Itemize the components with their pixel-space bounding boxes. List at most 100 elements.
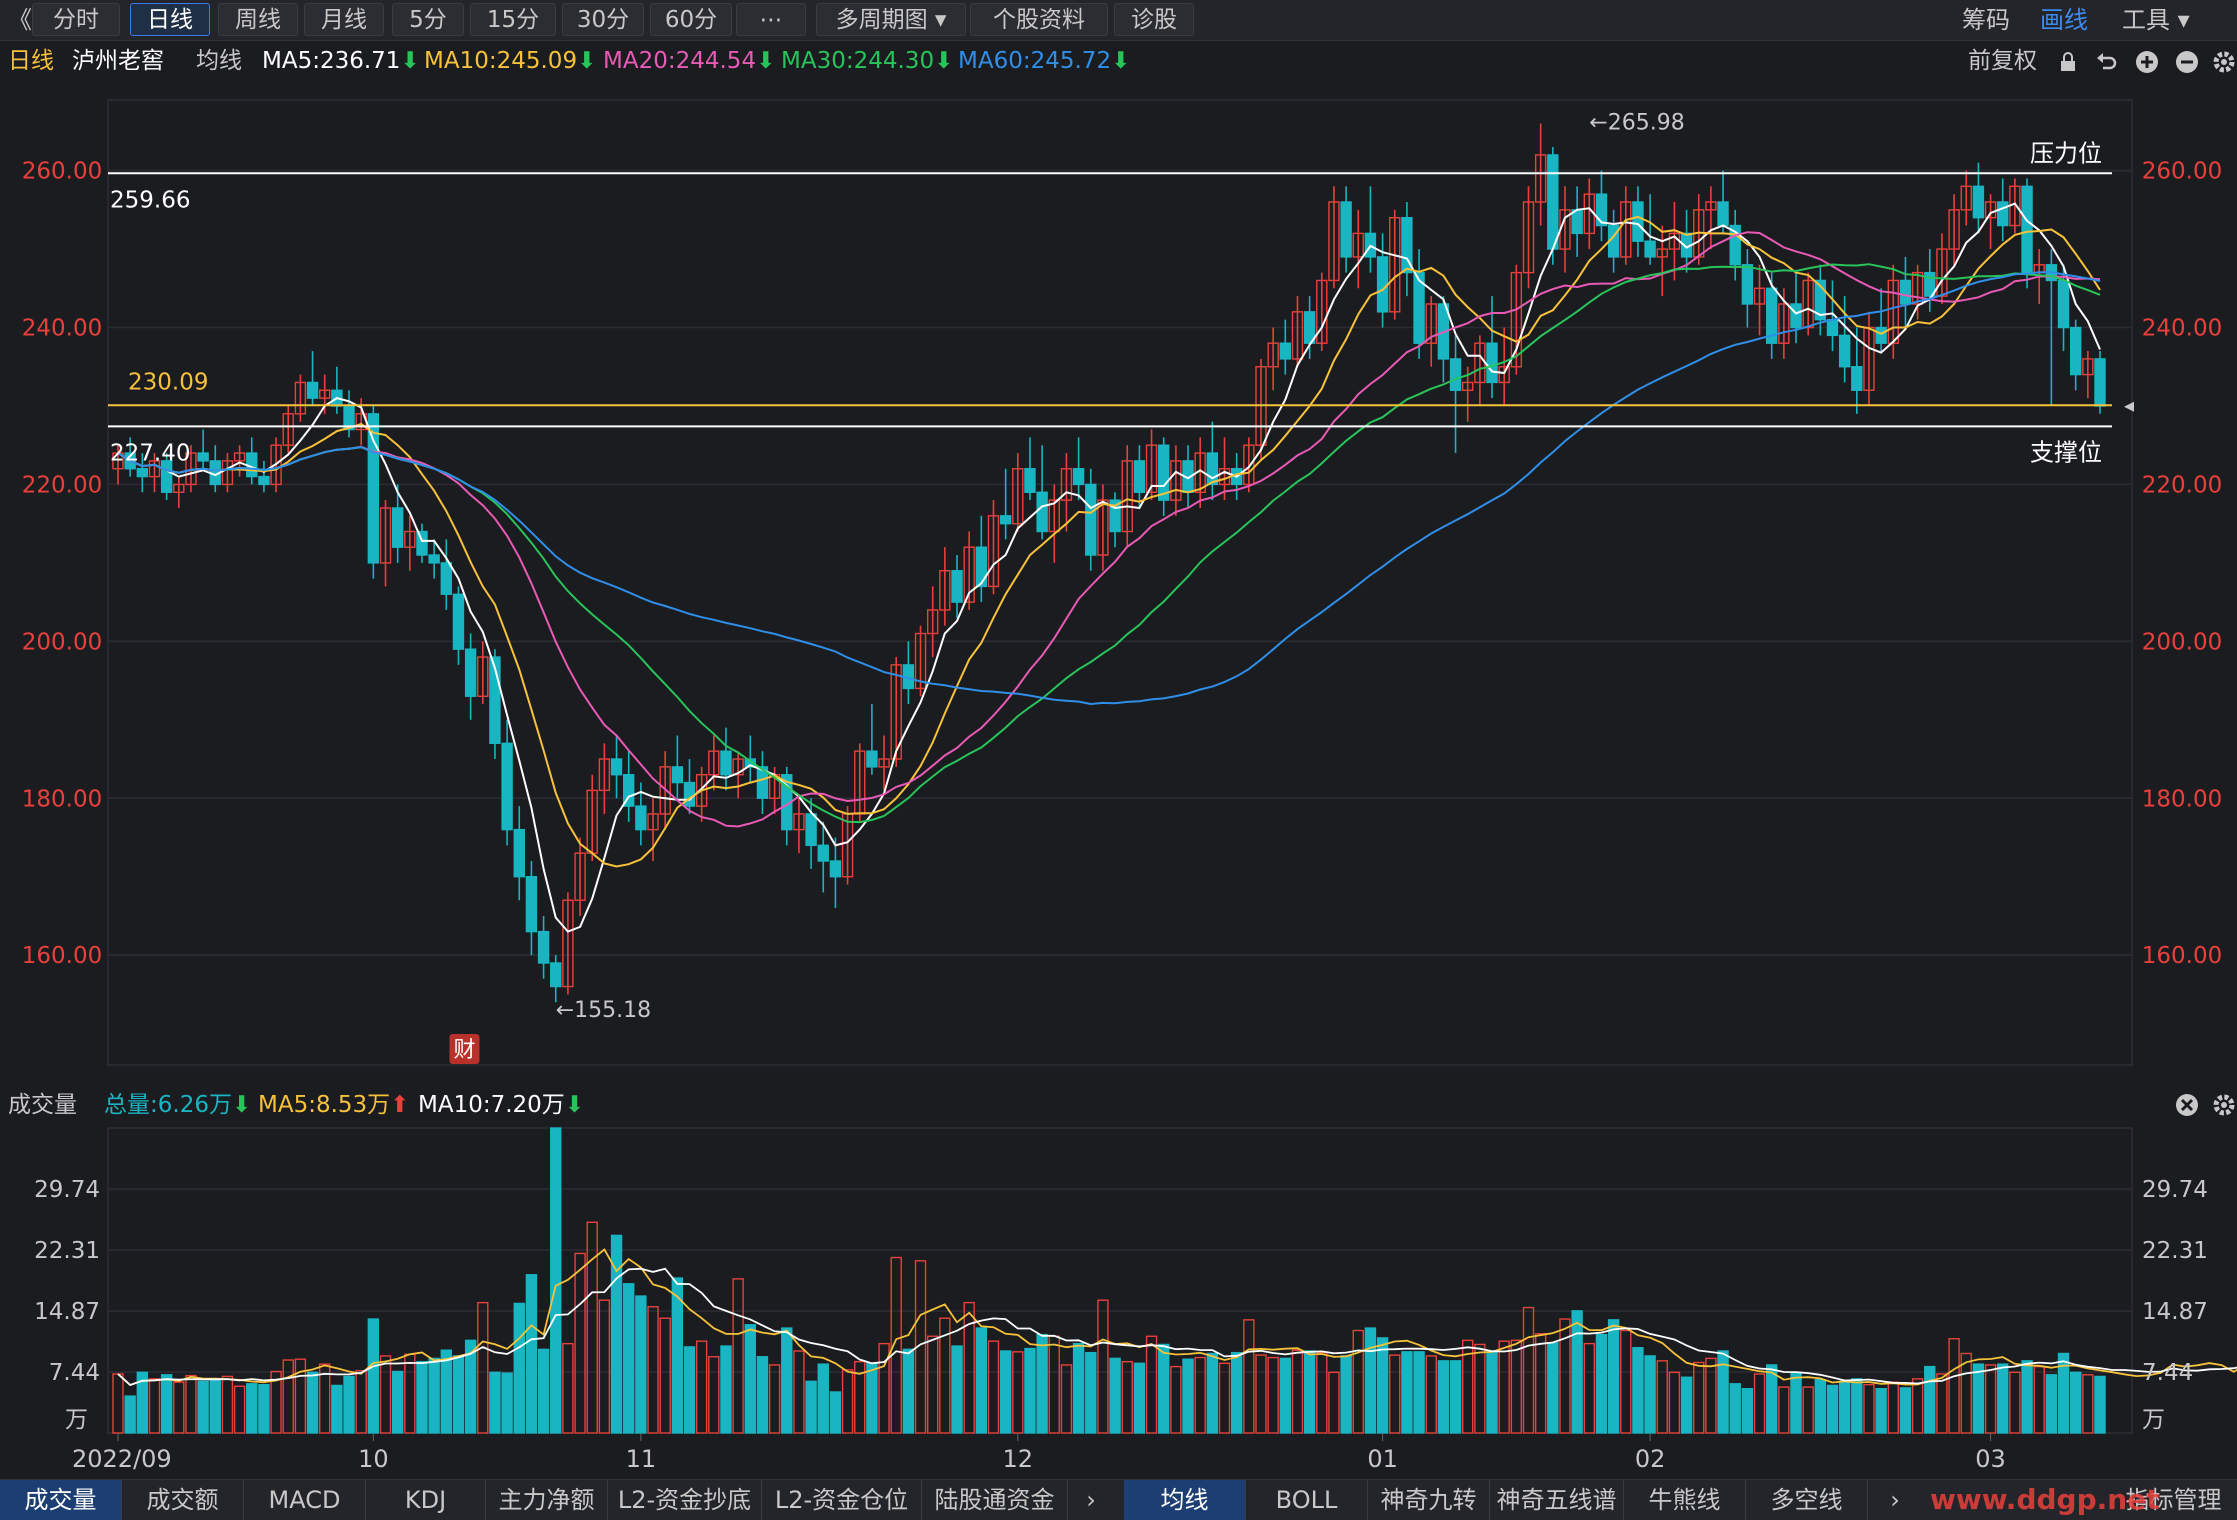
volume-bar — [136, 1371, 149, 1434]
overlay-tab-3[interactable]: 神奇五线谱 — [1490, 1480, 1624, 1520]
price-tick-left: 200.00 — [22, 629, 102, 655]
volume-bar — [914, 1260, 927, 1434]
ma-label[interactable]: 均线 — [196, 48, 242, 74]
volume-bar — [197, 1380, 209, 1434]
volume-total: 总量:6.26万⬇ — [104, 1092, 252, 1118]
period-tab-6[interactable]: 30分 — [562, 3, 644, 36]
period-tab-7[interactable]: 60分 — [650, 3, 732, 36]
volume-title[interactable]: 成交量 — [8, 1092, 77, 1118]
candle-body — [319, 389, 331, 399]
overlay-tab-5[interactable]: 多空线 — [1746, 1480, 1868, 1520]
draw-line-button[interactable]: 画线 — [2040, 6, 2088, 34]
volume-bar — [367, 1318, 380, 1434]
volume-bar — [1462, 1339, 1474, 1434]
settings-gear-icon[interactable] — [2212, 50, 2236, 74]
candle-body — [574, 852, 586, 901]
period-tab-5[interactable]: 15分 — [470, 3, 556, 36]
period-tab-10[interactable]: 个股资料 — [970, 3, 1108, 36]
period-tab-0[interactable]: 分时 — [32, 3, 120, 36]
volume-bar — [829, 1391, 842, 1434]
candle-body — [622, 774, 635, 807]
indicator-tab-7[interactable]: 陆股通资金 — [922, 1480, 1068, 1520]
candle-body — [671, 766, 684, 784]
candle-body — [2009, 185, 2021, 227]
chips-button[interactable]: 筹码 — [1962, 6, 2010, 34]
indicator-tab-3[interactable]: KDJ — [366, 1480, 486, 1520]
scroll-right-arrow-icon[interactable]: › — [1086, 1486, 1096, 1514]
period-tab-1[interactable]: 日线 — [130, 3, 210, 36]
candle-body — [817, 844, 829, 862]
overlay-tab-4[interactable]: 牛熊线 — [1624, 1480, 1746, 1520]
candle-body — [2045, 264, 2058, 282]
volume-settings-gear-icon[interactable] — [2212, 1093, 2236, 1117]
volume-bar — [1243, 1319, 1255, 1434]
lock-icon[interactable] — [2057, 51, 2079, 73]
candle-body — [744, 758, 756, 768]
scroll-right-arrow-icon-2[interactable]: › — [1890, 1486, 1900, 1514]
volume-bar — [1899, 1387, 1912, 1434]
volume-bar — [708, 1356, 720, 1434]
indicator-tab-0[interactable]: 成交量 — [0, 1480, 122, 1520]
overlay-tab-1[interactable]: BOLL — [1246, 1480, 1368, 1520]
volume-bar — [1072, 1342, 1085, 1434]
stock-name[interactable]: 泸州老窖 — [72, 48, 164, 74]
period-tab-9[interactable]: 多周期图 ▾ — [816, 3, 966, 36]
candle-body — [1145, 444, 1158, 493]
undo-icon[interactable] — [2095, 50, 2119, 74]
volume-bar — [477, 1301, 489, 1434]
candle-body — [221, 460, 234, 486]
volume-bar — [2082, 1374, 2094, 1434]
date-tick-label: 02 — [1635, 1445, 1666, 1473]
financial-report-badge — [449, 1034, 480, 1064]
overlay-tab-2[interactable]: 神奇九转 — [1368, 1480, 1490, 1520]
period-tab-3[interactable]: 月线 — [304, 3, 384, 36]
tools-menu-button[interactable]: 工具 ▾ — [2122, 6, 2190, 34]
price-panel-frame — [107, 99, 2133, 1066]
candle-body — [1413, 271, 1425, 344]
candle-body — [1838, 334, 1851, 368]
candle-body — [1705, 201, 1717, 211]
back-button[interactable]: 《 — [8, 6, 32, 34]
zoom-in-icon[interactable] — [2135, 50, 2159, 74]
volume-tick-left: 7.44 — [49, 1360, 100, 1386]
volume-bar — [1389, 1354, 1401, 1434]
candle-body — [355, 413, 367, 431]
overlay-tab-0[interactable]: 均线 — [1124, 1480, 1246, 1520]
indicator-tab-4[interactable]: 主力净额 — [486, 1480, 608, 1520]
candle-body — [866, 750, 878, 768]
price-tick-right: 200.00 — [2142, 629, 2222, 655]
period-tab-11[interactable]: 诊股 — [1114, 3, 1194, 36]
candle-body — [416, 530, 428, 556]
volume-bar — [1814, 1379, 1827, 1434]
candle-body — [1741, 264, 1754, 305]
indicator-tab-5[interactable]: L2-资金抄底 — [608, 1480, 762, 1520]
price-level-label: 227.40 — [110, 440, 190, 466]
indicator-tab-2[interactable]: MACD — [244, 1480, 366, 1520]
date-tick-label: 12 — [1003, 1445, 1034, 1473]
candle-body — [1437, 303, 1450, 360]
zoom-out-icon[interactable] — [2175, 50, 2199, 74]
volume-bar — [1620, 1329, 1632, 1434]
period-tab-2[interactable]: 周线 — [218, 3, 298, 36]
candle-body — [148, 460, 161, 478]
price-tick-right: 260.00 — [2142, 159, 2222, 185]
volume-bar — [1717, 1350, 1729, 1434]
indicator-tab-6[interactable]: L2-资金仓位 — [762, 1480, 922, 1520]
volume-bar — [1170, 1365, 1182, 1434]
volume-bar — [379, 1355, 392, 1434]
volume-bar — [1583, 1342, 1596, 1434]
volume-bar — [1060, 1364, 1073, 1434]
adjust-mode[interactable]: 前复权 — [1968, 48, 2037, 74]
period-tab-8[interactable]: ⋯ — [736, 3, 806, 36]
volume-bar — [866, 1362, 878, 1434]
volume-bar — [1498, 1340, 1510, 1434]
volume-bar — [489, 1371, 501, 1434]
candle-body — [756, 766, 769, 799]
indicator-manage-button[interactable]: 指标管理 — [2125, 1486, 2222, 1514]
volume-bar — [793, 1350, 805, 1434]
indicator-tab-1[interactable]: 成交额 — [122, 1480, 244, 1520]
candle-body — [1693, 209, 1705, 258]
volume-bar — [148, 1378, 161, 1434]
period-tab-4[interactable]: 5分 — [392, 3, 464, 36]
close-icon[interactable] — [2175, 1093, 2199, 1117]
